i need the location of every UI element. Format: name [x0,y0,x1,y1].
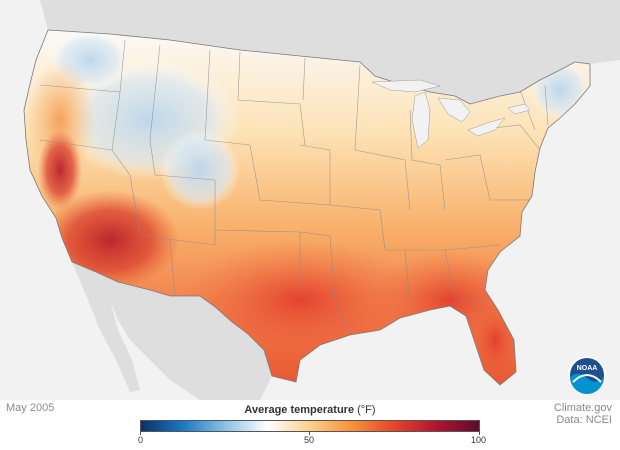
tick-label-mid: 50 [304,435,315,445]
baja-peninsula [72,262,140,392]
tick-label-min: 0 [138,435,144,445]
legend-unit: (°F) [357,404,376,416]
legend-footer: May 2005 Average temperature (°F) 0 50 1… [0,400,620,450]
map-panel: NOAA [0,0,620,400]
canada-land [0,0,620,104]
tick-label-max: 100 [471,435,487,445]
source-line-1: Climate.gov [553,402,612,414]
noaa-logo-icon: NOAA [568,356,606,394]
color-scale-bar [140,420,480,432]
source-line-2: Data: NCEI [556,414,612,426]
mexico-land [96,272,272,400]
tick-mark-min [140,432,141,435]
noaa-logo-text: NOAA [577,365,598,372]
temperature-map: NOAA [0,0,620,400]
legend-title-text: Average temperature [244,404,355,416]
great-lakes [371,79,531,149]
legend-title: Average temperature (°F) [140,404,480,416]
source-credit: Climate.gov Data: NCEI [554,402,612,426]
tick-mark-max [479,432,480,435]
tick-mark-mid [309,432,310,435]
date-label: May 2005 [6,402,55,414]
